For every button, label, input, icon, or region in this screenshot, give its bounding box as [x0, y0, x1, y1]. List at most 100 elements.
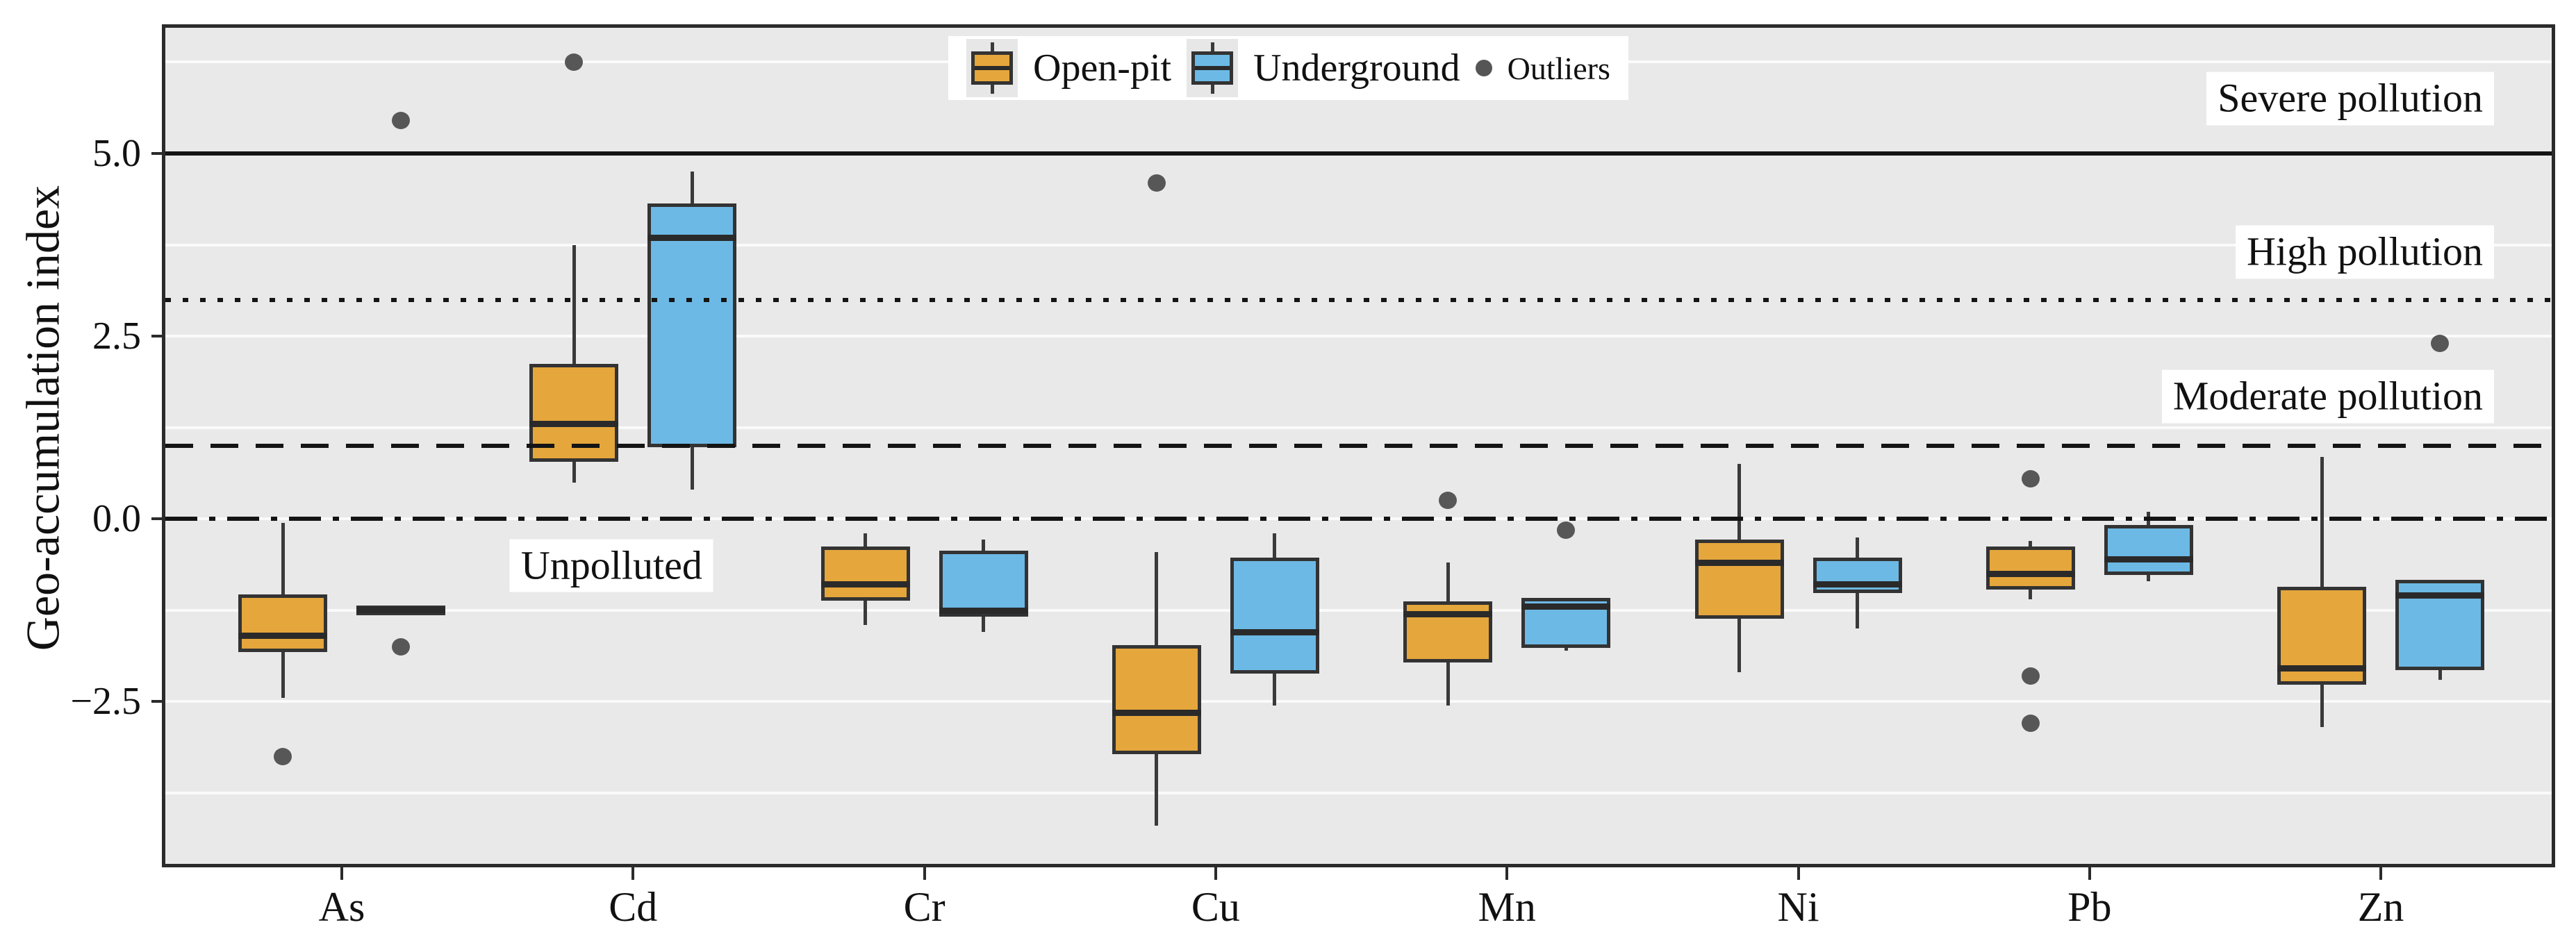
openpit-box-icon: [971, 51, 1013, 85]
annotation-moderate-pollution: Moderate pollution: [2161, 370, 2494, 424]
median-underground-Pb: [2104, 556, 2193, 562]
x-tick-label-Cd: Cd: [609, 884, 658, 930]
lower-whisker-open-pit-As: [281, 650, 285, 699]
plot-area: Severe pollution High pollution Moderate p…: [165, 28, 2552, 864]
upper-whisker-open-pit-Cr: [864, 533, 868, 549]
median-open-pit-Cr: [820, 581, 910, 588]
y-tick-label--2.5: −2.5: [70, 680, 141, 724]
legend-openpit-swatch: [966, 39, 1018, 97]
ref-line-solid-5: [165, 151, 2552, 156]
outlier-open-pit-Cd-0: [565, 53, 584, 71]
x-tick-label-Mn: Mn: [1478, 884, 1536, 930]
median-underground-Mn: [1521, 603, 1611, 610]
lower-whisker-underground-Mn: [1564, 647, 1568, 651]
upper-whisker-open-pit-As: [281, 522, 285, 596]
gridline--2.5: [165, 700, 2552, 703]
y-tick-5: [151, 152, 165, 156]
upper-whisker-open-pit-Zn: [2320, 456, 2324, 589]
median-open-pit-Cu: [1112, 709, 1201, 716]
median-underground-Cr: [939, 608, 1028, 615]
x-tick-Cr: [923, 867, 926, 880]
upper-whisker-open-pit-Mn: [1446, 562, 1450, 603]
legend-underground-swatch: [1187, 39, 1239, 97]
outlier-open-pit-As-0: [274, 747, 292, 765]
box-underground-Ni: [1813, 558, 1902, 594]
x-tick-As: [340, 867, 343, 880]
lower-whisker-open-pit-Ni: [1737, 617, 1741, 673]
box-open-pit-Cu: [1112, 645, 1201, 755]
median-underground-Cd: [647, 234, 737, 241]
upper-whisker-underground-Cu: [1273, 533, 1277, 560]
lower-whisker-open-pit-Cr: [864, 599, 868, 625]
gridline-1.25: [165, 426, 2552, 429]
ref-line-dashed-1: [165, 444, 2552, 448]
outlier-open-pit-Pb-2: [2021, 715, 2040, 733]
boxplot-glyph-whisker: [991, 42, 994, 51]
box-underground-Pb: [2104, 524, 2193, 576]
median-open-pit-Ni: [1694, 559, 1784, 566]
boxplot-glyph-median: [1195, 66, 1230, 70]
lower-whisker-underground-Cd: [690, 446, 694, 490]
legend-label-outliers: Outliers: [1507, 50, 1610, 86]
lower-whisker-open-pit-Pb: [2029, 588, 2033, 599]
ref-line-dotted-3: [165, 297, 2552, 302]
underground-box-icon: [1191, 51, 1234, 85]
ref-line-dashdot-0: [165, 517, 2552, 522]
lower-whisker-underground-Cr: [982, 615, 986, 633]
outlier-underground-As-0: [392, 112, 410, 130]
median-open-pit-Cd: [529, 420, 619, 427]
upper-whisker-open-pit-Cd: [572, 244, 576, 366]
lower-whisker-open-pit-Zn: [2320, 683, 2324, 728]
outlier-open-pit-Pb-0: [2021, 469, 2040, 487]
box-underground-Cd: [647, 203, 737, 447]
lower-whisker-open-pit-Mn: [1446, 661, 1450, 706]
upper-whisker-underground-Ni: [1856, 537, 1859, 560]
median-underground-Zn: [2395, 592, 2485, 599]
boxplot-glyph-whisker: [1211, 85, 1215, 94]
annotation-severe-pollution: Severe pollution: [2206, 72, 2494, 126]
lower-whisker-underground-Ni: [1856, 592, 1859, 629]
legend-label-open-pit: Open-pit: [1033, 47, 1172, 90]
x-tick-label-As: As: [318, 884, 365, 930]
annotation-high-pollution: High pollution: [2236, 225, 2494, 279]
median-open-pit-Zn: [2277, 665, 2367, 672]
y-tick-0: [151, 517, 165, 521]
legend: Open-pit Underground Outliers: [948, 36, 1628, 100]
outlier-underground-Zn-0: [2431, 335, 2450, 353]
x-tick-label-Cu: Cu: [1191, 884, 1240, 930]
lower-whisker-underground-Pb: [2147, 574, 2151, 581]
outlier-underground-As-1: [392, 637, 410, 656]
lower-whisker-open-pit-Cd: [572, 460, 576, 483]
boxplot-glyph-median: [975, 66, 1009, 70]
boxplot-glyph-whisker: [991, 85, 994, 94]
outlier-dot-icon: [1475, 60, 1492, 76]
x-tick-Pb: [2088, 867, 2091, 880]
y-tick-2.5: [151, 335, 165, 338]
legend-label-underground: Underground: [1253, 47, 1460, 90]
x-tick-Mn: [1505, 867, 1509, 880]
y-axis-title: Geo-accumulation index: [16, 185, 69, 651]
lower-whisker-open-pit-Cu: [1155, 753, 1159, 826]
x-tick-label-Zn: Zn: [2357, 884, 2404, 930]
gridline--3.75: [165, 791, 2552, 794]
gridline--1.25: [165, 608, 2552, 612]
median-underground-Cu: [1230, 628, 1319, 635]
boxplot-glyph-whisker: [1211, 42, 1215, 51]
lower-whisker-underground-Cu: [1273, 672, 1277, 706]
x-tick-Zn: [2379, 867, 2383, 880]
outlier-underground-Mn-0: [1557, 521, 1576, 539]
median-open-pit-Pb: [1985, 570, 2075, 577]
upper-whisker-underground-Cr: [982, 539, 986, 552]
x-tick-label-Pb: Pb: [2067, 884, 2112, 930]
median-open-pit-As: [238, 633, 327, 640]
x-tick-label-Ni: Ni: [1777, 884, 1819, 930]
gridline-2.5: [165, 335, 2552, 338]
upper-whisker-open-pit-Ni: [1737, 464, 1741, 541]
box-open-pit-Cr: [820, 547, 910, 601]
outlier-open-pit-Pb-1: [2021, 667, 2040, 685]
annotation-unpolluted: Unpolluted: [509, 539, 713, 593]
box-underground-Cu: [1230, 558, 1319, 674]
median-underground-As: [356, 607, 445, 614]
outlier-open-pit-Mn-0: [1439, 492, 1458, 510]
